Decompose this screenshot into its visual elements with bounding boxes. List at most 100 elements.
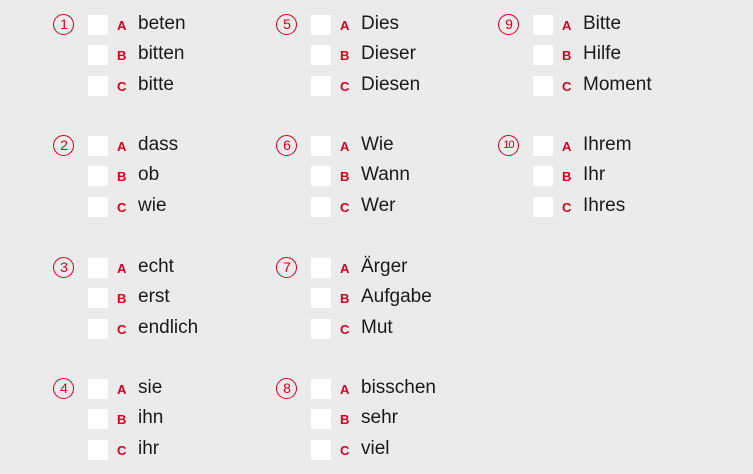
option-text: Ihres (583, 194, 626, 216)
checkbox[interactable] (88, 258, 108, 278)
option-text: Hilfe (583, 43, 622, 65)
option-letter: B (562, 48, 572, 64)
question-number: 3 (53, 257, 74, 278)
checkbox[interactable] (311, 166, 331, 187)
option-letter: C (117, 199, 127, 215)
checkbox[interactable] (311, 258, 331, 278)
option-letter: B (340, 48, 350, 64)
checkbox[interactable] (311, 196, 331, 217)
question-number: 2 (53, 135, 74, 156)
option-text: viel (361, 437, 390, 459)
checkbox[interactable] (533, 45, 553, 66)
checkbox[interactable] (311, 409, 331, 430)
option-letter: B (340, 169, 350, 185)
option-letter: B (562, 169, 572, 185)
question-number: 4 (53, 378, 74, 399)
question-number: 9 (498, 14, 519, 35)
option-letter: C (562, 199, 572, 215)
option-text: erst (138, 286, 170, 308)
option-text: Wer (361, 194, 396, 216)
checkbox[interactable] (533, 75, 553, 96)
checkbox[interactable] (88, 166, 108, 187)
option-letter: C (117, 78, 127, 94)
option-text: Aufgabe (361, 286, 432, 308)
checkbox[interactable] (311, 45, 331, 66)
checkbox[interactable] (88, 45, 108, 66)
checkbox[interactable] (88, 409, 108, 430)
option-text: bitte (138, 73, 174, 95)
question-number: 1 (53, 14, 74, 35)
option-letter: B (117, 169, 127, 185)
question-number: 7 (276, 257, 297, 278)
checkbox[interactable] (311, 439, 331, 460)
checkbox[interactable] (88, 15, 108, 35)
option-letter: C (117, 321, 127, 337)
question-number: 6 (276, 135, 297, 156)
option-letter: B (117, 48, 127, 64)
option-text: Ihrem (583, 134, 632, 155)
option-text: bitten (138, 43, 185, 65)
checkbox[interactable] (311, 288, 331, 309)
checkbox[interactable] (88, 136, 108, 156)
checkbox[interactable] (533, 15, 553, 35)
option-letter: C (340, 78, 350, 94)
option-letter: C (340, 321, 350, 337)
question-number: 8 (276, 378, 297, 399)
checkbox[interactable] (88, 288, 108, 309)
checkbox[interactable] (311, 75, 331, 96)
question-number: 5 (276, 14, 297, 35)
option-text: echt (138, 256, 174, 277)
option-letter: A (340, 261, 350, 276)
checkbox[interactable] (533, 136, 553, 156)
option-text: Wann (361, 164, 410, 186)
option-text: beten (138, 13, 186, 34)
option-text: Ärger (361, 256, 408, 277)
checkbox[interactable] (311, 379, 331, 399)
option-text: Dies (361, 13, 400, 34)
option-letter: B (117, 291, 127, 307)
option-text: Moment (583, 73, 652, 95)
option-text: ob (138, 164, 160, 186)
checkbox[interactable] (533, 166, 553, 187)
option-text: Wie (361, 134, 394, 155)
checkbox[interactable] (88, 75, 108, 96)
checkbox[interactable] (88, 379, 108, 399)
question-number: 10 (498, 135, 519, 156)
option-text: Bitte (583, 13, 622, 34)
option-text: Ihr (583, 164, 606, 186)
checkbox[interactable] (88, 196, 108, 217)
option-letter: A (562, 139, 572, 154)
option-text: Dieser (361, 43, 416, 65)
option-text: bisschen (361, 377, 436, 398)
option-letter: A (340, 382, 350, 397)
option-letter: A (117, 261, 127, 276)
option-letter: A (117, 139, 127, 154)
option-letter: A (340, 139, 350, 154)
checkbox[interactable] (311, 15, 331, 35)
option-text: Mut (361, 316, 393, 338)
checkbox[interactable] (533, 196, 553, 217)
option-text: endlich (138, 316, 199, 338)
option-text: ihn (138, 407, 164, 429)
option-letter: A (117, 382, 127, 397)
option-letter: B (340, 412, 350, 428)
option-text: sie (138, 377, 163, 398)
option-letter: C (340, 442, 350, 458)
option-text: dass (138, 134, 179, 155)
checkbox[interactable] (88, 439, 108, 460)
checkbox[interactable] (311, 318, 331, 339)
option-letter: A (117, 18, 127, 33)
checkbox[interactable] (88, 318, 108, 339)
option-letter: C (340, 199, 350, 215)
option-text: ihr (138, 437, 160, 459)
option-letter: C (562, 78, 572, 94)
option-letter: B (117, 412, 127, 428)
checkbox[interactable] (311, 136, 331, 156)
option-text: Diesen (361, 73, 421, 95)
option-letter: A (562, 18, 572, 33)
option-text: sehr (361, 407, 398, 429)
option-letter: A (340, 18, 350, 33)
option-letter: B (340, 291, 350, 307)
option-text: wie (138, 194, 167, 216)
option-letter: C (117, 442, 127, 458)
